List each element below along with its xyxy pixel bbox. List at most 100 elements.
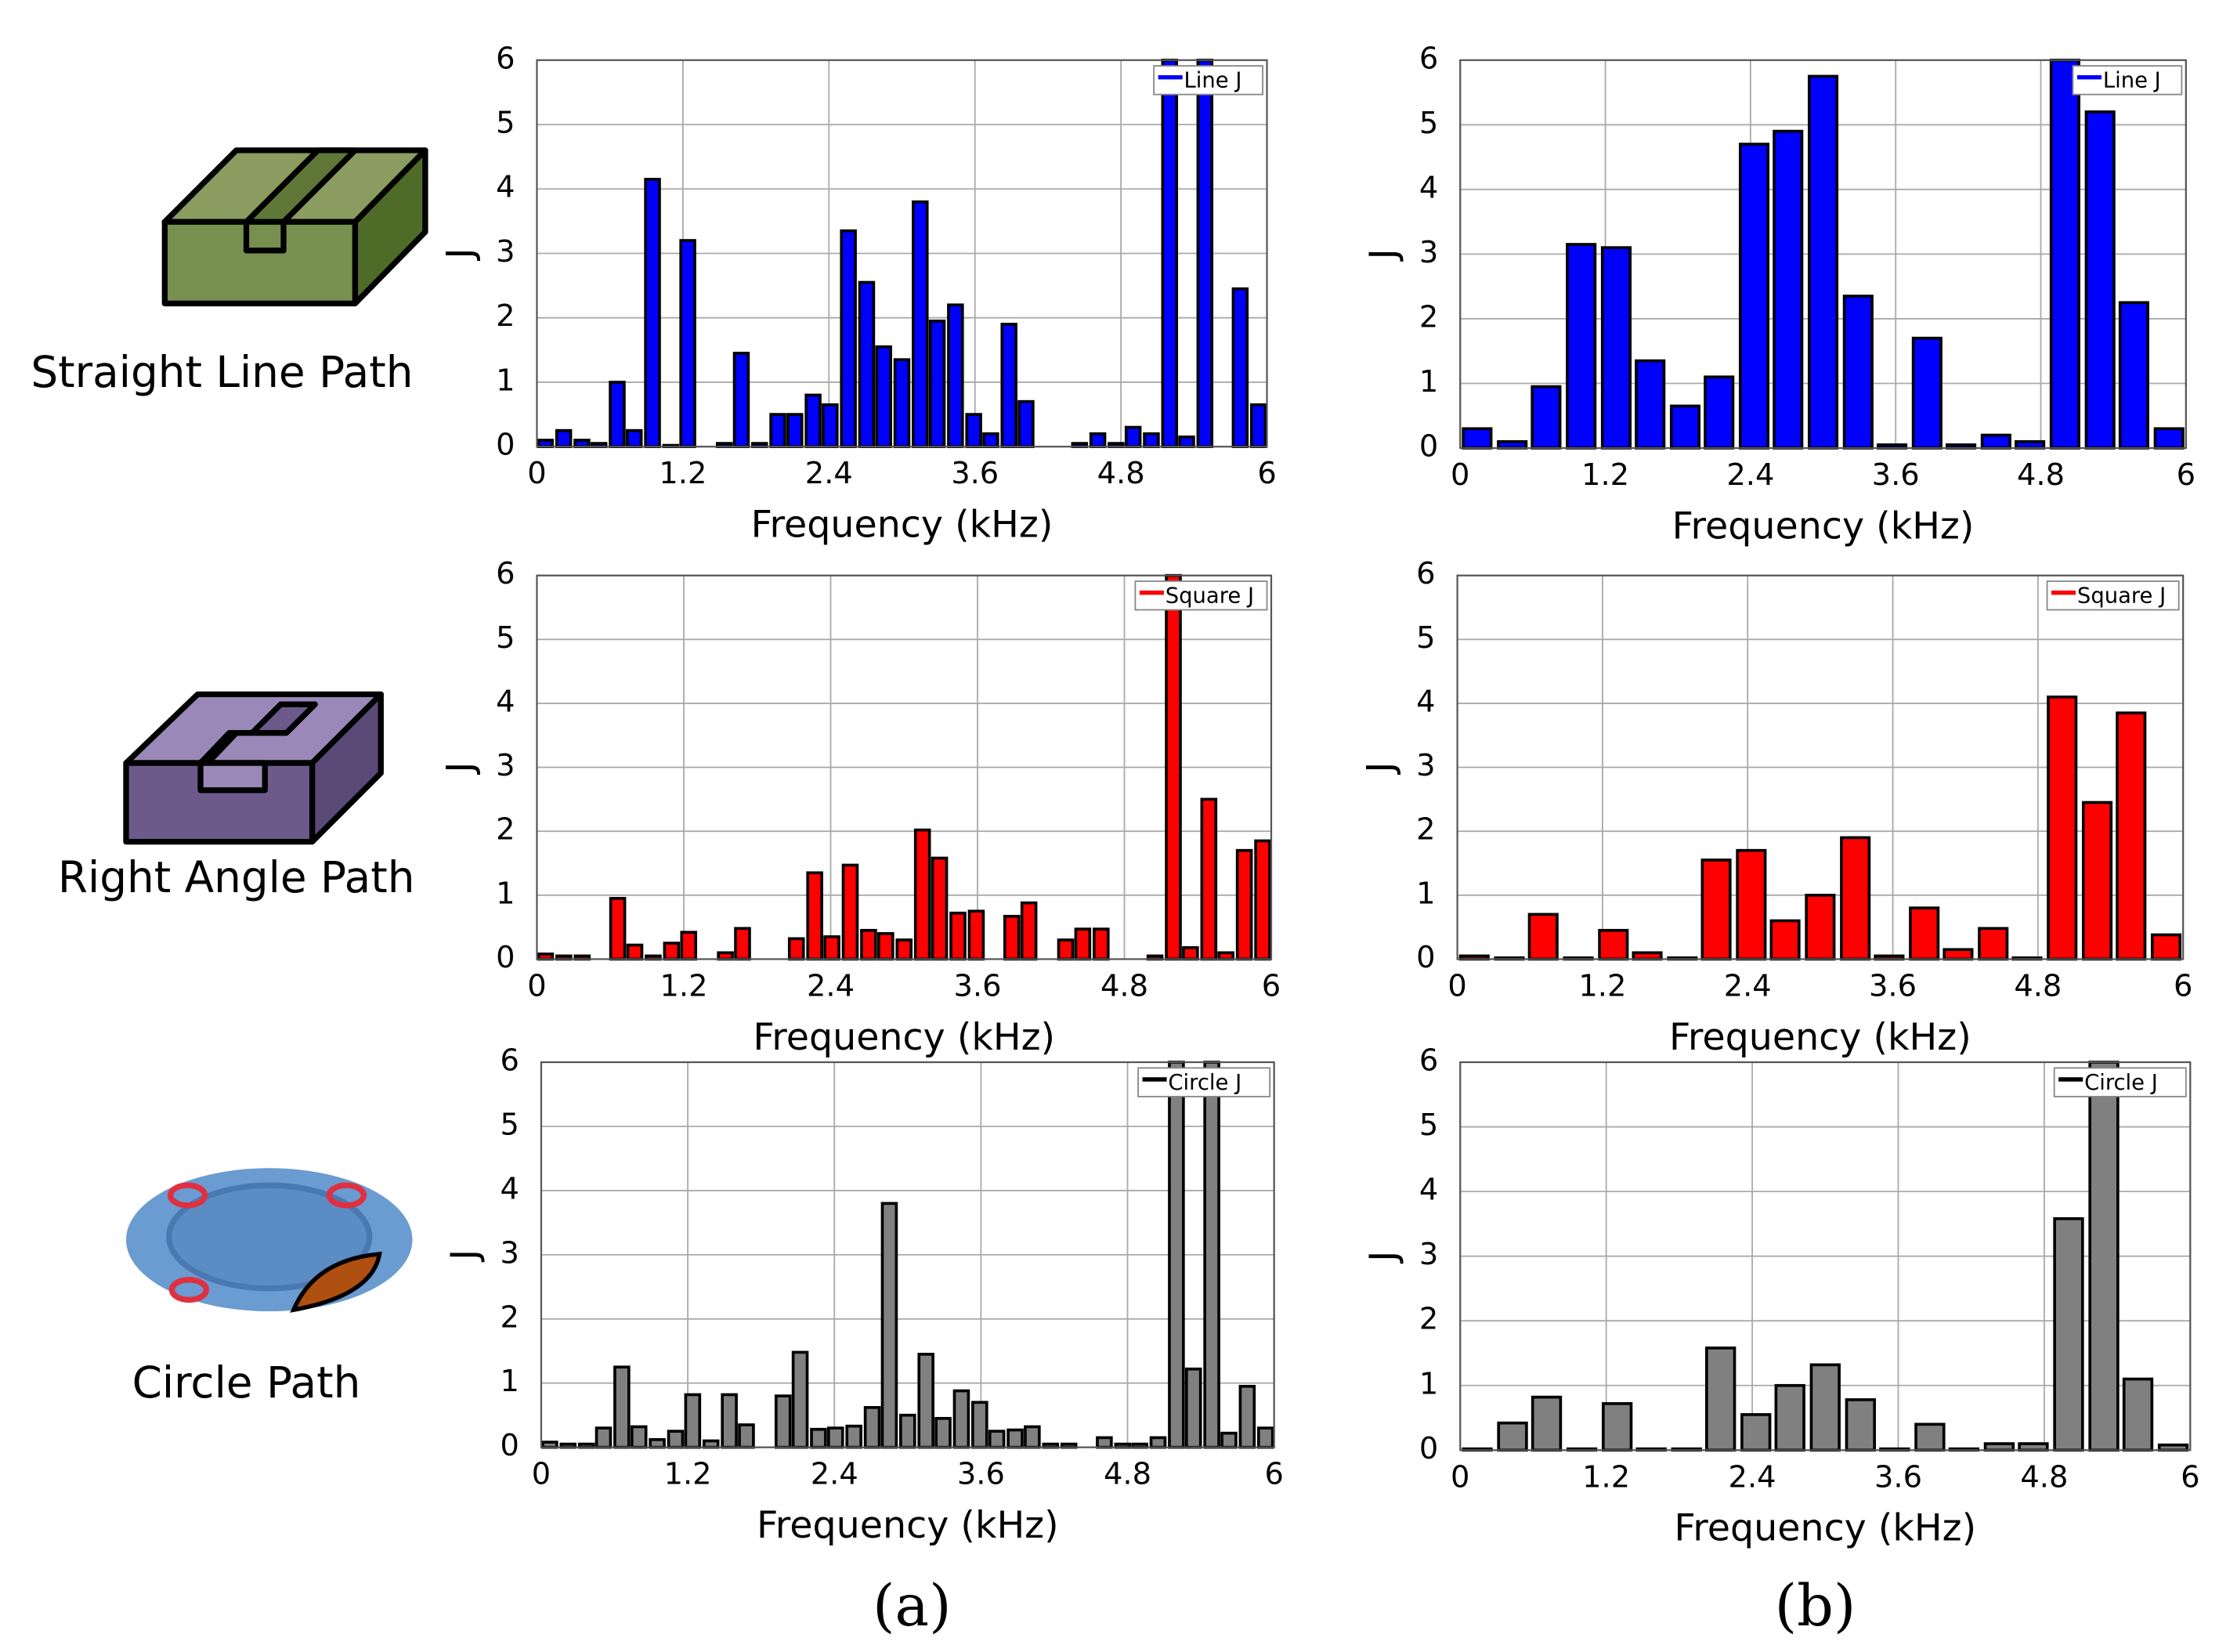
y-tick-label: 5 xyxy=(1419,106,1438,141)
bar xyxy=(860,928,877,961)
bar xyxy=(1497,439,1528,450)
bar xyxy=(863,1406,881,1449)
x-tick-label: 4.8 xyxy=(2014,969,2062,1004)
bar xyxy=(1527,913,1559,961)
bar xyxy=(827,1426,844,1449)
bar xyxy=(858,280,876,449)
bar xyxy=(1168,1061,1185,1449)
legend-label: Line J xyxy=(1184,69,1242,93)
y-tick-label: 4 xyxy=(1419,170,1438,205)
bar xyxy=(1700,859,1732,961)
bar xyxy=(806,871,823,961)
bar xyxy=(1143,432,1160,449)
x-tick-label: 3.6 xyxy=(953,969,1001,1004)
row-label: Straight Line Path xyxy=(31,347,413,397)
bar xyxy=(1182,945,1199,961)
x-axis-label: Frequency (kHz) xyxy=(751,504,1053,547)
bar xyxy=(822,403,839,449)
bar xyxy=(1598,928,1629,961)
bar xyxy=(1909,906,1940,961)
plot-frame xyxy=(1456,574,2185,960)
y-tick-label: 4 xyxy=(1419,1173,1438,1208)
bar xyxy=(2150,933,2182,961)
x-tick-label: 0 xyxy=(527,969,546,1004)
bar xyxy=(1669,404,1701,450)
y-tick-label: 3 xyxy=(1416,748,1435,783)
x-tick-label: 1.2 xyxy=(1582,1459,1630,1495)
x-tick-label: 4.8 xyxy=(1097,456,1145,491)
y-axis-label: J xyxy=(1362,1251,1405,1264)
bar xyxy=(1980,433,2011,450)
bar xyxy=(877,931,894,961)
panel-label: (b) xyxy=(1775,1573,1856,1639)
y-tick-label: 0 xyxy=(1419,1431,1438,1466)
bar xyxy=(774,1394,792,1449)
bar xyxy=(2018,1442,2049,1452)
plot-frame xyxy=(540,1061,1275,1448)
bar xyxy=(1736,848,1767,961)
y-tick-label: 1 xyxy=(1416,876,1435,911)
y-tick-label: 6 xyxy=(496,556,515,591)
bar xyxy=(2118,301,2149,450)
bar xyxy=(949,911,967,961)
x-tick-label: 0 xyxy=(1451,1459,1469,1495)
bar xyxy=(630,1425,648,1449)
x-tick-label: 6 xyxy=(2177,457,2196,493)
bar xyxy=(1943,948,1974,961)
legend-label: Circle J xyxy=(2084,1071,2158,1095)
legend-box xyxy=(2072,65,2183,96)
bar xyxy=(1124,425,1142,449)
bar xyxy=(2081,801,2113,961)
bar xyxy=(595,1426,613,1449)
bar xyxy=(1196,58,1214,449)
bar xyxy=(2116,711,2147,961)
bar xyxy=(1773,129,1804,450)
bar xyxy=(1704,375,1735,450)
legend-label: Line J xyxy=(2103,69,2161,93)
bar xyxy=(2084,110,2116,450)
x-axis-label: Frequency (kHz) xyxy=(1669,1016,1971,1059)
y-tick-label: 1 xyxy=(496,363,515,398)
bar xyxy=(555,428,573,449)
y-tick-label: 4 xyxy=(496,170,515,205)
plot-frame xyxy=(1459,1061,2192,1451)
bar xyxy=(2049,58,2080,450)
x-tick-label: 1.2 xyxy=(1578,969,1626,1004)
y-tick-label: 3 xyxy=(1419,235,1438,270)
bar xyxy=(1809,1363,1841,1452)
bar xyxy=(982,432,999,449)
y-tick-label: 3 xyxy=(496,748,515,783)
bar xyxy=(613,1365,631,1449)
bar xyxy=(1769,919,1801,961)
bar xyxy=(1774,1383,1805,1452)
bar xyxy=(1178,436,1195,449)
bar xyxy=(649,1437,666,1449)
y-tick-label: 6 xyxy=(496,41,515,76)
bar xyxy=(769,413,786,449)
x-tick-label: 2.4 xyxy=(807,969,855,1004)
y-tick-label: 2 xyxy=(1419,299,1438,334)
bar xyxy=(2047,695,2078,961)
y-tick-label: 1 xyxy=(496,876,515,911)
bar xyxy=(1007,1428,1024,1449)
bar xyxy=(967,909,985,961)
bar xyxy=(1705,1347,1737,1452)
bar xyxy=(732,352,750,449)
bar xyxy=(913,828,931,961)
y-tick-label: 3 xyxy=(501,1235,519,1271)
bar xyxy=(931,856,949,961)
bar xyxy=(1740,1413,1772,1452)
bar xyxy=(899,1413,916,1449)
y-tick-label: 4 xyxy=(501,1171,519,1206)
y-tick-label: 5 xyxy=(501,1107,519,1142)
y-tick-label: 5 xyxy=(1416,620,1435,656)
bar xyxy=(952,1389,970,1449)
bar xyxy=(684,1393,702,1449)
x-tick-label: 0 xyxy=(1447,969,1466,1004)
y-tick-label: 4 xyxy=(1416,684,1435,719)
bar xyxy=(1566,243,1597,450)
bar xyxy=(626,943,644,961)
legend-box xyxy=(1137,1067,1271,1097)
